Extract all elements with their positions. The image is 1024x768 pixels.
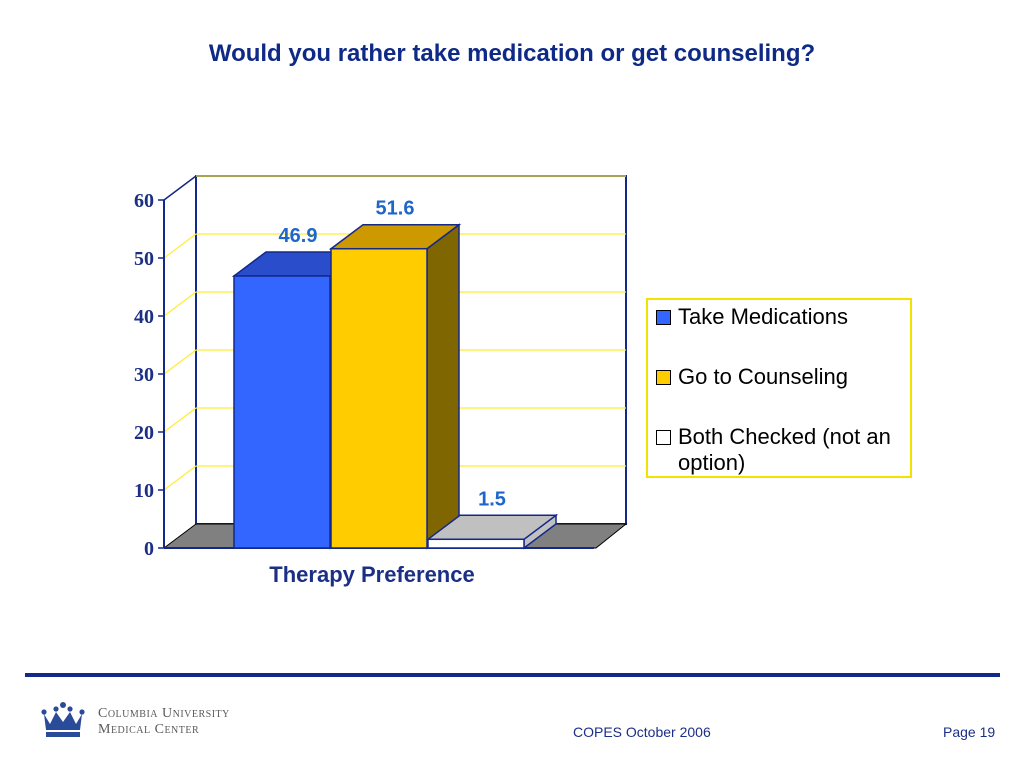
y-tick-label: 0 [144, 538, 154, 560]
legend-swatch-take-medications [656, 310, 671, 325]
bar-front-face [427, 538, 525, 549]
bar-data-label: 51.6 [376, 198, 415, 220]
legend-item-both-checked: Both Checked (not an option) [656, 424, 913, 476]
y-tick-label: 50 [134, 248, 154, 270]
legend-item-go-to-counseling: Go to Counseling [656, 364, 913, 390]
crown-logo-icon [41, 702, 85, 737]
chart-legend: Take Medications Go to Counseling Both C… [646, 298, 912, 478]
bar-front-face [233, 275, 331, 549]
org-name: Columbia University Medical Center [98, 706, 230, 738]
y-tick-label: 40 [134, 306, 154, 328]
y-tick-label: 30 [134, 364, 154, 386]
x-axis-label: Therapy Preference [269, 562, 474, 587]
legend-label-go-to-counseling: Go to Counseling [678, 364, 848, 389]
slide-title: Would you rather take medication or get … [208, 40, 816, 67]
bar-data-label: 1.5 [478, 488, 506, 510]
footer-presentation-label: COPES October 2006 [573, 724, 711, 740]
gridline-side [163, 291, 197, 317]
y-tick-label: 20 [134, 422, 154, 444]
bar-data-label: 46.9 [279, 225, 318, 247]
bar-chart: 0 10 20 30 40 50 60 46.9 51.6 1.5 Therapy Preferen… [134, 175, 628, 587]
gridline-side [163, 465, 197, 491]
y-tick-label: 60 [134, 190, 154, 212]
legend-swatch-both-checked [656, 430, 671, 445]
gridline-side [163, 407, 197, 433]
footer-rule [25, 673, 1000, 677]
org-name-line1: Columbia University [98, 706, 230, 721]
y-tick-label: 10 [134, 480, 154, 502]
bar-side-face [426, 223, 460, 550]
bar-front-face [330, 247, 428, 549]
legend-label-both-checked: Both Checked (not an option) [678, 424, 891, 475]
org-name-line2: Medical Center [98, 722, 200, 737]
legend-swatch-go-to-counseling [656, 370, 671, 385]
legend-label-take-medications: Take Medications [678, 304, 848, 329]
gridline-side [163, 233, 197, 259]
footer-page-number: Page 19 [943, 724, 996, 740]
gridline-side [163, 349, 197, 375]
legend-item-take-medications: Take Medications [656, 304, 913, 330]
side-wall-top-edge [163, 175, 197, 201]
